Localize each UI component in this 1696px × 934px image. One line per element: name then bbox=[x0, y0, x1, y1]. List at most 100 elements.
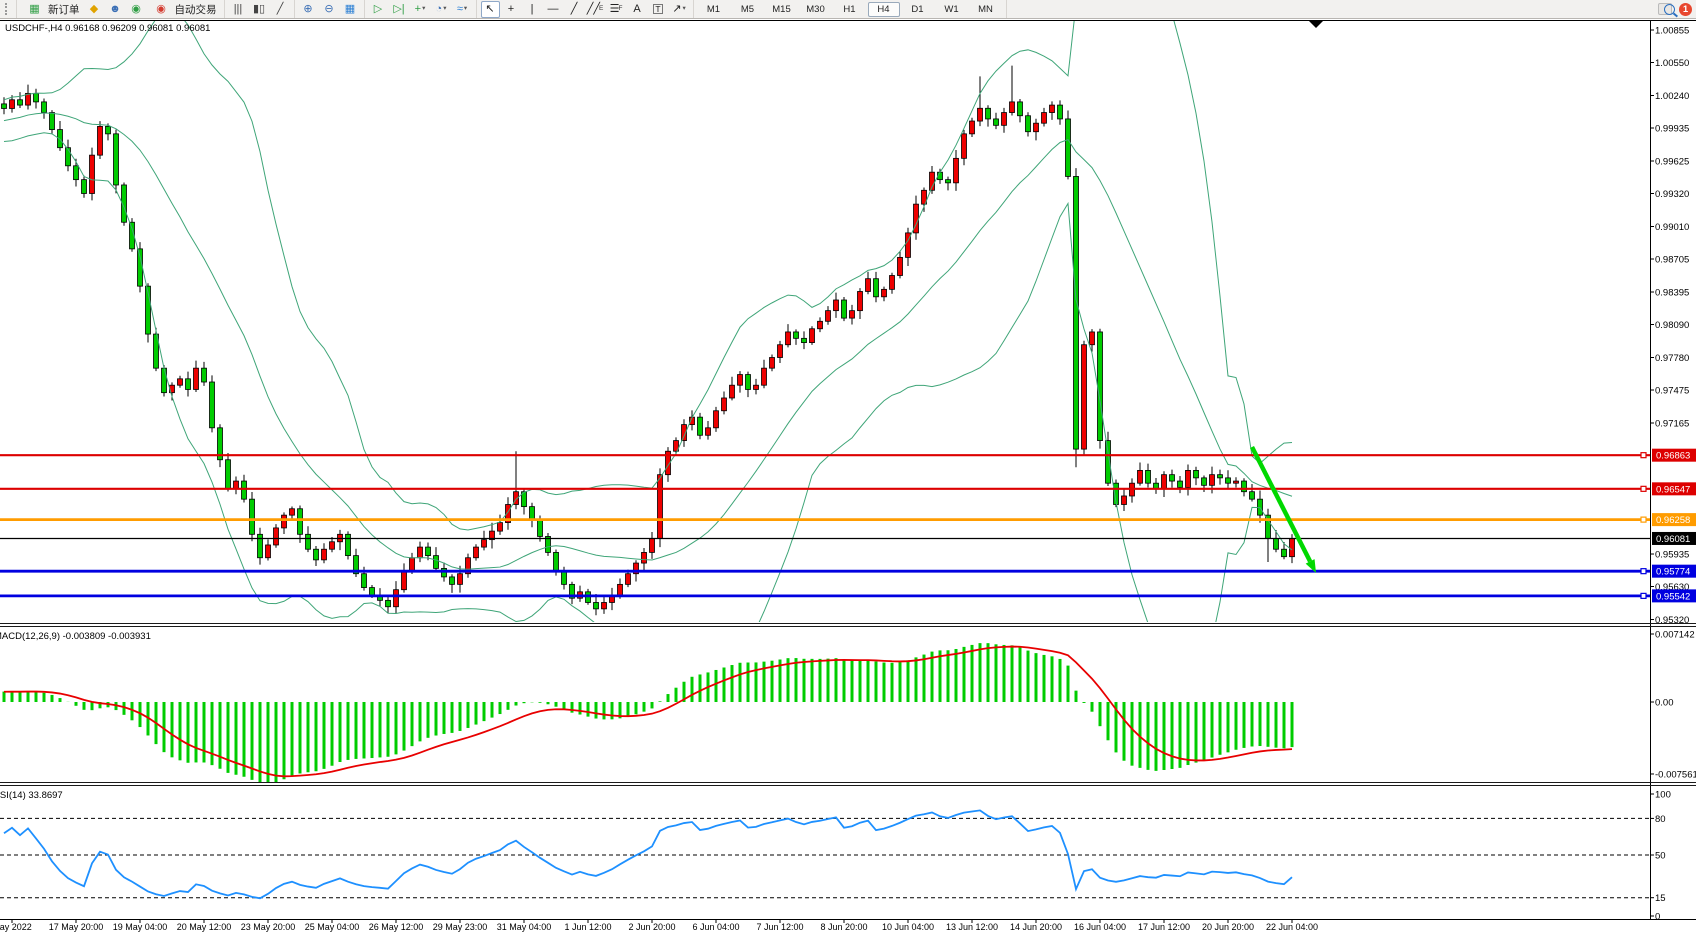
toolbar-grip bbox=[5, 3, 11, 15]
timeframe-d1-button[interactable]: D1 bbox=[911, 3, 924, 15]
svg-text:1.00855: 1.00855 bbox=[1655, 26, 1689, 37]
chart-shift-icon[interactable]: ▷| bbox=[393, 2, 405, 15]
svg-text:0.95774: 0.95774 bbox=[1656, 567, 1690, 578]
trend-arrow[interactable] bbox=[1249, 445, 1316, 573]
add-indicator-icon[interactable]: + ▾ bbox=[414, 2, 426, 15]
svg-text:0.95935: 0.95935 bbox=[1655, 550, 1689, 561]
svg-text:17 May 20:00: 17 May 20:00 bbox=[49, 922, 104, 932]
timeframe-h1-button[interactable]: H1 bbox=[843, 3, 856, 15]
svg-text:19 May 04:00: 19 May 04:00 bbox=[113, 922, 168, 932]
candlestick-chart-icon[interactable]: ▮▯ bbox=[252, 2, 266, 15]
bollinger-bands bbox=[3, 21, 1293, 622]
profile-icon[interactable]: ☻ bbox=[109, 2, 121, 15]
svg-text:13 Jun 12:00: 13 Jun 12:00 bbox=[946, 922, 998, 932]
text-icon[interactable]: A bbox=[633, 2, 641, 15]
autotrading-button-label: 自动交易 bbox=[174, 3, 217, 16]
svg-text:2 Jun 20:00: 2 Jun 20:00 bbox=[628, 922, 675, 932]
chart-shift-marker[interactable] bbox=[1309, 21, 1323, 28]
main-toolbar: ▦ 新订单 ◆ ☻ ◉ ◉ 自动交易 ||| ▮▯ ╱ ⊕ ⊖ ▦ ▷ ▷| + ▾ ◔ ▾ ≈ ▾ ↖ + | — ╱ ╱╱ E ☰ F… bbox=[0, 0, 1696, 19]
tile-windows-icon[interactable]: ▦ bbox=[344, 2, 356, 15]
zoom-in-icon[interactable]: ⊕ bbox=[303, 2, 313, 15]
svg-text:0.96547: 0.96547 bbox=[1656, 484, 1690, 495]
svg-text:1.00550: 1.00550 bbox=[1655, 58, 1689, 69]
toolbar-group-chart-nav: ▷ ▷| + ▾ ◔ ▾ ≈ ▾ bbox=[365, 0, 477, 18]
timeframe-h4-button[interactable]: H4 bbox=[867, 1, 900, 17]
svg-text:0: 0 bbox=[1655, 912, 1660, 923]
shapes-icon[interactable]: ↗ ▾ bbox=[672, 2, 686, 15]
svg-text:0.98090: 0.98090 bbox=[1655, 320, 1689, 331]
period-icon[interactable]: ◔ ▾ bbox=[435, 2, 447, 15]
new-order-icon: ▦ bbox=[29, 2, 40, 15]
chart-labels: USDCHF-,H4 0.96168 0.96209 0.96081 0.960… bbox=[0, 23, 210, 801]
price-axis[interactable]: 1.00855 1.00550 1.00240 0.99935 0.99625 0.993… bbox=[1650, 26, 1696, 627]
macd-label: MACD(12,26,9) -0.003809 -0.003931 bbox=[0, 631, 151, 642]
history-icon[interactable]: ◆ bbox=[89, 2, 99, 15]
time-axis[interactable]: May 2022 17 May 20:00 19 May 04:00 20 May 1… bbox=[0, 919, 1318, 933]
candles bbox=[1, 65, 1295, 616]
svg-text:1.00240: 1.00240 bbox=[1655, 91, 1689, 102]
chart-frame bbox=[0, 20, 1696, 920]
zoom-out-icon[interactable]: ⊖ bbox=[324, 2, 334, 15]
svg-text:80: 80 bbox=[1655, 814, 1666, 825]
notification-badge[interactable]: 1 bbox=[1679, 2, 1692, 16]
svg-text:0.007142: 0.007142 bbox=[1655, 630, 1695, 641]
timeframe-m1-button[interactable]: M1 bbox=[706, 3, 721, 15]
cursor-icon[interactable]: ↖ bbox=[480, 0, 500, 18]
main-chart-panel[interactable] bbox=[1, 0, 1295, 678]
panel-splitter-1[interactable] bbox=[0, 623, 1696, 627]
timeframe-mn-button[interactable]: MN bbox=[978, 3, 993, 15]
macd-panel[interactable] bbox=[2, 643, 1294, 784]
svg-text:100: 100 bbox=[1655, 790, 1671, 801]
panel-splitter-2[interactable] bbox=[0, 782, 1696, 786]
chart-title: USDCHF-,H4 0.96168 0.96209 0.96081 0.960… bbox=[5, 23, 210, 34]
search-icon[interactable] bbox=[1664, 3, 1675, 15]
toolbar-right: 1 bbox=[1658, 2, 1696, 16]
rsi-axis[interactable]: 100 80 50 15 0 bbox=[1650, 790, 1671, 923]
line-chart-icon[interactable]: ╱ bbox=[276, 2, 284, 15]
trendline-icon[interactable]: ╱ bbox=[570, 2, 578, 15]
timeframe-m30-button[interactable]: M30 bbox=[806, 3, 825, 15]
rsi-panel[interactable] bbox=[0, 809, 1650, 900]
svg-text:8 Jun 20:00: 8 Jun 20:00 bbox=[820, 922, 867, 932]
template-icon[interactable]: ≈ ▾ bbox=[456, 2, 468, 15]
svg-text:0.95542: 0.95542 bbox=[1656, 591, 1690, 602]
horizontal-levels[interactable] bbox=[0, 452, 1650, 599]
autoscroll-icon[interactable]: ▷ bbox=[373, 2, 383, 15]
new-order-button[interactable]: ▦ 新订单 bbox=[20, 2, 84, 17]
rsi-label: RSI(14) 33.8697 bbox=[0, 790, 63, 801]
svg-text:6 Jun 04:00: 6 Jun 04:00 bbox=[692, 922, 739, 932]
channel-icon[interactable]: ╱╱ E bbox=[586, 2, 604, 15]
svg-text:14 Jun 20:00: 14 Jun 20:00 bbox=[1010, 922, 1062, 932]
horizontal-line-icon[interactable]: — bbox=[547, 2, 559, 15]
svg-text:20 May 12:00: 20 May 12:00 bbox=[177, 922, 232, 932]
svg-text:0.98395: 0.98395 bbox=[1655, 288, 1689, 299]
svg-text:10 Jun 04:00: 10 Jun 04:00 bbox=[882, 922, 934, 932]
svg-text:7 Jun 12:00: 7 Jun 12:00 bbox=[756, 922, 803, 932]
svg-text:0.95630: 0.95630 bbox=[1655, 582, 1689, 593]
fibonacci-icon[interactable]: ☰ F bbox=[609, 2, 623, 15]
svg-text:0.97165: 0.97165 bbox=[1655, 419, 1689, 430]
bar-chart-icon[interactable]: ||| bbox=[233, 2, 243, 15]
new-order-button-label: 新订单 bbox=[48, 3, 80, 16]
svg-text:31 May 04:00: 31 May 04:00 bbox=[497, 922, 552, 932]
toolbar-group-grip bbox=[0, 0, 17, 18]
toolbar-group-trade: ▦ 新订单 ◆ ☻ ◉ ◉ 自动交易 bbox=[17, 0, 225, 18]
timeframe-m5-button[interactable]: M5 bbox=[740, 3, 755, 15]
macd-axis[interactable]: 0.007142 0.00 -0.007561 bbox=[1650, 630, 1696, 781]
svg-text:23 May 20:00: 23 May 20:00 bbox=[241, 922, 296, 932]
label-icon[interactable]: T bbox=[653, 3, 663, 15]
vertical-line-icon[interactable]: | bbox=[530, 2, 534, 15]
svg-text:29 May 23:00: 29 May 23:00 bbox=[433, 922, 488, 932]
crosshair-icon[interactable]: + bbox=[507, 2, 515, 15]
toolbar-group-zoom: ⊕ ⊖ ▦ bbox=[295, 0, 365, 18]
svg-text:26 May 12:00: 26 May 12:00 bbox=[369, 922, 424, 932]
timeframe-m15-button[interactable]: M15 bbox=[772, 3, 791, 15]
timeframe-w1-button[interactable]: W1 bbox=[944, 3, 959, 15]
signal-icon[interactable]: ◉ bbox=[131, 2, 141, 15]
autotrading-button[interactable]: ◉ 自动交易 bbox=[147, 2, 221, 17]
svg-text:0.96863: 0.96863 bbox=[1656, 451, 1690, 462]
svg-text:0.98705: 0.98705 bbox=[1655, 254, 1689, 265]
svg-text:50: 50 bbox=[1655, 851, 1666, 862]
